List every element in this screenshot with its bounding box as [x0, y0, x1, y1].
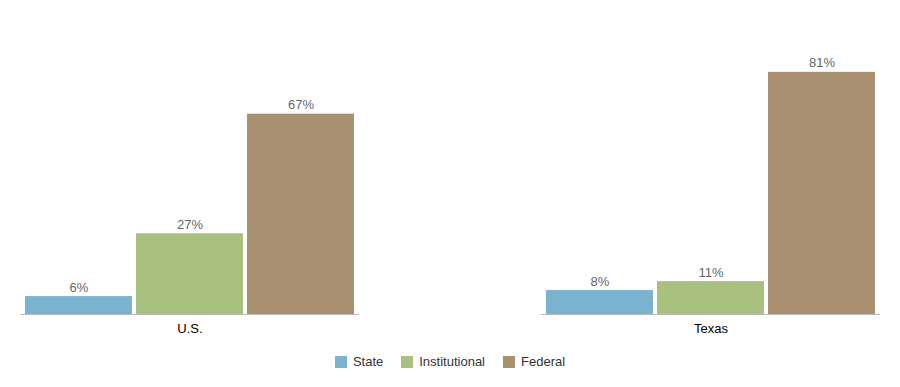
svg-text:U.S.: U.S. — [177, 321, 202, 336]
svg-text:27%: 27% — [177, 217, 203, 232]
svg-text:8%: 8% — [591, 274, 610, 289]
html-text:Federal: Federal — [521, 354, 566, 369]
svg-text:81%: 81% — [809, 55, 835, 70]
svg-text:Texas: Texas — [694, 321, 728, 336]
html-text:Institutional: Institutional — [419, 354, 485, 369]
svg-text:11%: 11% — [698, 265, 723, 280]
html-text:State: State — [352, 354, 384, 369]
svg-text:67%: 67% — [288, 97, 314, 112]
svg-text:6%: 6% — [70, 280, 89, 295]
